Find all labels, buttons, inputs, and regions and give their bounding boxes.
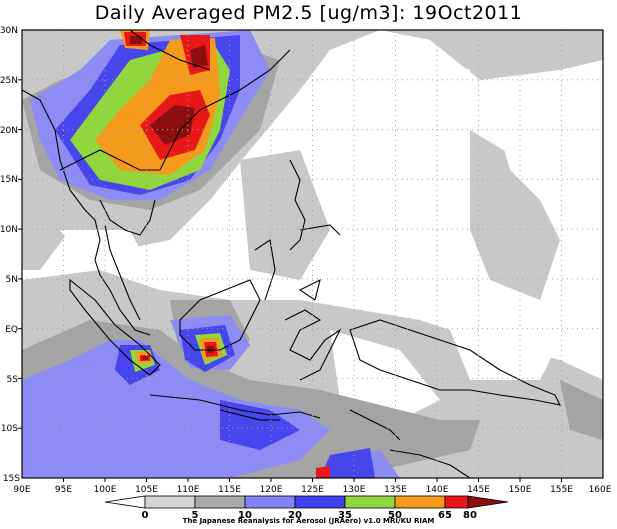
lat-label: 30N bbox=[0, 26, 18, 36]
lon-label: 120E bbox=[260, 485, 283, 495]
colorbar-segment-0 bbox=[104, 495, 146, 509]
colorbar-segment-7 bbox=[444, 495, 469, 509]
lat-label: 5N bbox=[6, 275, 18, 285]
longitude-labels: 90E 95E 100E 105E 110E 115E 120E 125E 13… bbox=[13, 485, 611, 495]
colorbar-segment-3 bbox=[244, 495, 296, 509]
colorbar-label: 20 bbox=[288, 510, 302, 521]
lon-label: 140E bbox=[426, 485, 449, 495]
lon-label: 135E bbox=[384, 485, 407, 495]
colorbar-label: 0 bbox=[142, 510, 149, 521]
lat-label: 10S bbox=[1, 424, 18, 434]
colorbar-segment-2 bbox=[194, 495, 246, 509]
lon-label: 150E bbox=[509, 485, 532, 495]
lat-label: 5S bbox=[7, 375, 19, 385]
latitude-labels: 30N 25N 20N 15N 10N 5N EQ 5S 10S 15S bbox=[0, 26, 20, 484]
lon-label: 110E bbox=[177, 485, 200, 495]
colorbar-label: 65 bbox=[438, 510, 452, 521]
data-credit: The Japanese Reanalysis for Aerosol (JRA… bbox=[182, 517, 435, 525]
lat-label: 10N bbox=[0, 225, 18, 235]
colorbar bbox=[104, 495, 509, 509]
lon-label: 145E bbox=[467, 485, 490, 495]
lon-label: 155E bbox=[550, 485, 573, 495]
lat-label: 15S bbox=[3, 474, 20, 484]
lat-label: 15N bbox=[0, 175, 18, 185]
colorbar-segment-6 bbox=[394, 495, 446, 509]
grid bbox=[22, 30, 603, 478]
lon-label: 105E bbox=[135, 485, 158, 495]
lat-label: EQ bbox=[5, 325, 18, 335]
colorbar-segment-4 bbox=[294, 495, 346, 509]
colorbar-segment-8 bbox=[467, 495, 509, 509]
lon-label: 125E bbox=[301, 485, 324, 495]
lon-label: 160E bbox=[589, 485, 612, 495]
axis-ticks bbox=[18, 79, 562, 482]
lat-label: 25N bbox=[0, 76, 18, 86]
colorbar-segment-5 bbox=[344, 495, 396, 509]
concentration-field bbox=[22, 30, 603, 478]
colorbar-label: 10 bbox=[238, 510, 252, 521]
lon-label: 100E bbox=[94, 485, 117, 495]
colorbar-labels: 0 5 10 20 35 50 65 80 bbox=[142, 510, 477, 521]
lon-label: 115E bbox=[218, 485, 241, 495]
map-title: Daily Averaged PM2.5 [ug/m3]: 19Oct2011 bbox=[94, 2, 523, 24]
lon-label: 130E bbox=[343, 485, 366, 495]
coastlines bbox=[22, 30, 561, 478]
lon-label: 90E bbox=[13, 485, 30, 495]
colorbar-label: 5 bbox=[192, 510, 199, 521]
lat-label: 20N bbox=[0, 126, 18, 136]
colorbar-segment-1 bbox=[144, 495, 196, 509]
colorbar-label: 50 bbox=[388, 510, 402, 521]
colorbar-label: 80 bbox=[463, 510, 477, 521]
colorbar-label: 35 bbox=[338, 510, 352, 521]
lon-label: 95E bbox=[55, 485, 72, 495]
